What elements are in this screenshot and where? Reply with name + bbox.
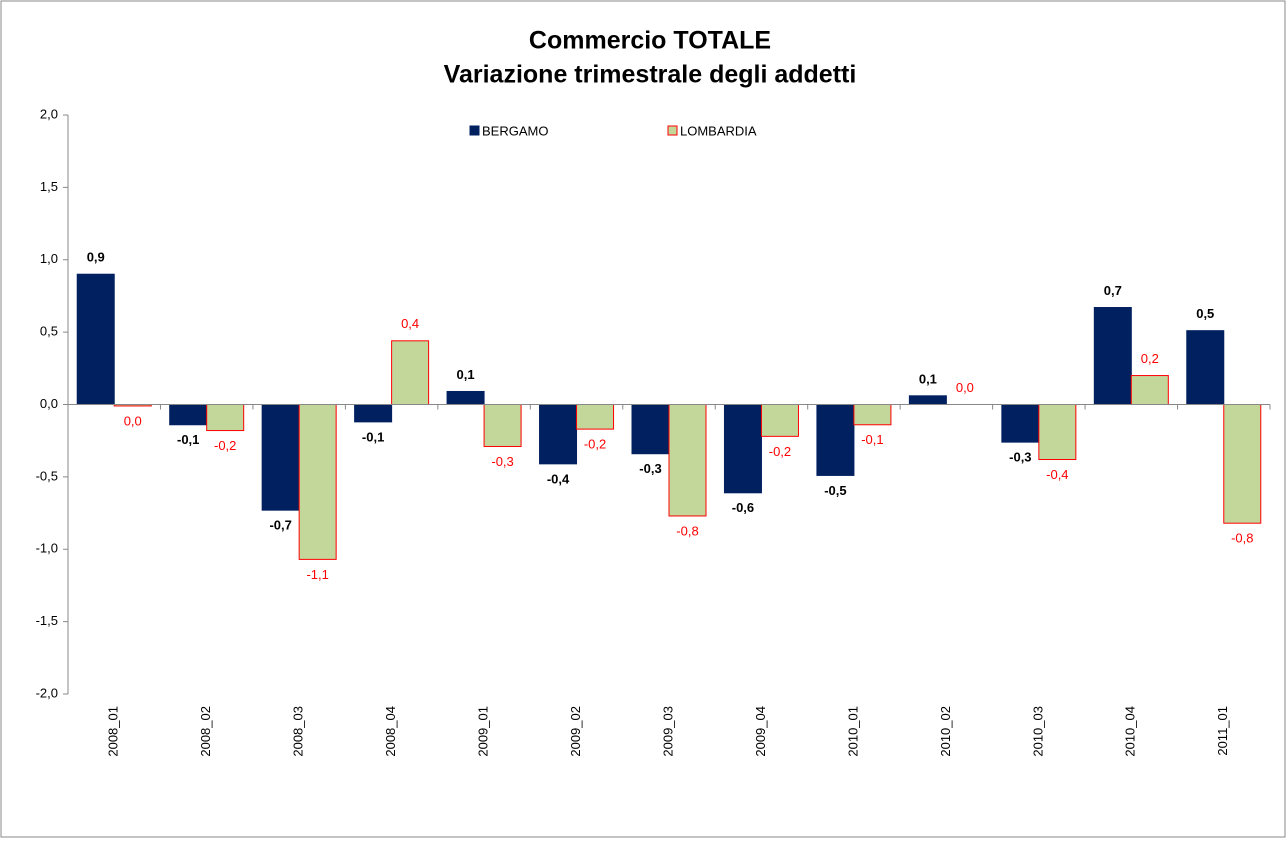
bar [668, 404, 707, 517]
bar [539, 404, 578, 465]
legend-label: BERGAMO [482, 123, 548, 138]
value-label: -0,3 [639, 461, 661, 476]
chart-subtitle: Variazione trimestrale degli addetti [444, 61, 857, 89]
value-label: -0,4 [1046, 467, 1068, 482]
bar [483, 404, 522, 447]
y-tick-label: 0,0 [40, 396, 58, 411]
value-label: -0,8 [676, 523, 698, 538]
x-tick-label: 2009_01 [476, 706, 491, 757]
x-tick-label: 2008_04 [383, 706, 398, 757]
x-tick-label: 2010_02 [938, 706, 953, 757]
value-label: 0,0 [956, 380, 974, 395]
bar [169, 404, 208, 426]
bar [631, 404, 670, 455]
value-label: 0,9 [87, 250, 105, 265]
bar [354, 404, 393, 423]
legend-label: LOMBARDIA [680, 123, 757, 138]
value-label: -0,2 [769, 444, 791, 459]
y-tick-label: 0,5 [40, 324, 58, 339]
bar [1186, 330, 1225, 405]
x-tick-label: 2008_02 [198, 706, 213, 757]
x-tick-label: 2010_03 [1030, 706, 1045, 757]
legend-swatch [469, 125, 480, 136]
value-label: -0,2 [584, 437, 606, 452]
y-tick-label: -0,5 [36, 468, 58, 483]
value-label: 0,7 [1104, 283, 1122, 298]
value-label: 0,4 [401, 316, 419, 331]
bar [760, 404, 799, 437]
bar [1130, 375, 1169, 405]
x-tick-label: 2008_01 [106, 706, 121, 757]
bar [576, 404, 615, 430]
x-tick-label: 2009_04 [753, 706, 768, 757]
value-label: -0,8 [1231, 531, 1253, 546]
x-tick-label: 2011_01 [1215, 706, 1230, 756]
bar [391, 340, 430, 405]
bar [261, 404, 300, 511]
value-label: -0,1 [177, 432, 199, 447]
y-tick-label: -1,5 [36, 613, 58, 628]
value-label: -1,1 [306, 567, 328, 582]
bar [1001, 404, 1040, 443]
bar [723, 404, 762, 494]
value-label: 0,5 [1196, 306, 1214, 321]
value-label: -0,3 [491, 454, 513, 469]
value-label: -0,6 [732, 500, 754, 515]
value-label: -0,3 [1009, 450, 1031, 465]
value-label: 0,2 [1141, 351, 1159, 366]
value-label: -0,2 [214, 438, 236, 453]
value-label: 0,0 [124, 413, 142, 428]
x-tick-label: 2009_03 [660, 706, 675, 757]
value-label: 0,1 [457, 367, 475, 382]
y-tick-label: 1,0 [40, 251, 58, 266]
bar [1038, 404, 1077, 461]
bar [76, 273, 115, 405]
y-tick-label: -2,0 [36, 685, 58, 700]
value-label: -0,5 [824, 483, 846, 498]
bar [853, 404, 892, 426]
x-tick-label: 2009_02 [568, 706, 583, 757]
value-label: 0,1 [919, 371, 937, 386]
value-label: -0,1 [362, 429, 384, 444]
value-label: -0,1 [861, 432, 883, 447]
bar [446, 390, 485, 406]
x-tick-label: 2008_03 [291, 706, 306, 757]
bar [908, 395, 947, 406]
value-label: -0,4 [547, 471, 570, 486]
y-tick-label: -1,0 [36, 541, 58, 556]
x-tick-label: 2010_01 [845, 706, 860, 757]
bar [298, 404, 337, 560]
bar [1223, 404, 1262, 524]
bar [206, 404, 245, 432]
x-tick-label: 2010_04 [1123, 706, 1138, 757]
y-tick-label: 1,5 [40, 179, 58, 194]
bar [816, 404, 855, 476]
legend-swatch [667, 125, 678, 136]
y-tick-label: 2,0 [40, 106, 58, 121]
bar [1093, 307, 1132, 405]
chart-title: Commercio TOTALE [529, 27, 771, 55]
value-label: -0,7 [269, 518, 291, 533]
